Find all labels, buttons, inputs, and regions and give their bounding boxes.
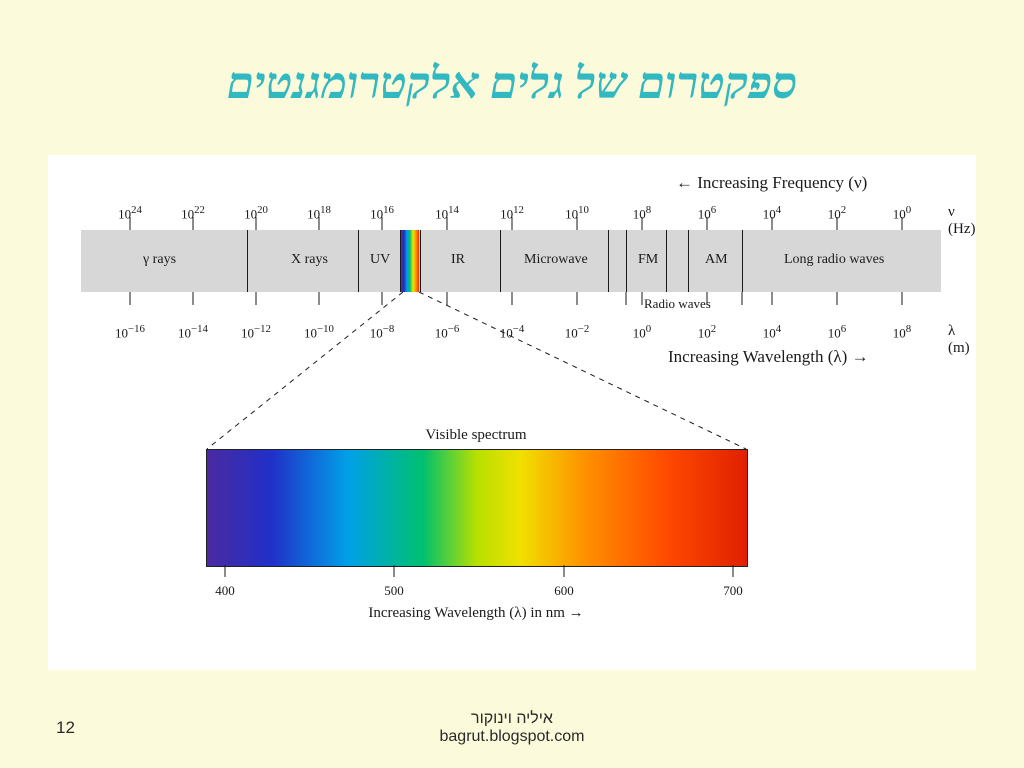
- radio-waves-sublabel: Radio waves: [644, 296, 711, 312]
- frequency-tick-label: 1024: [118, 204, 142, 222]
- wavelength-tick-label: 10−2: [565, 323, 590, 341]
- wavelength-tick-label: 10−4: [500, 323, 525, 341]
- frequency-tick-label: 1018: [307, 204, 331, 222]
- wavelength-tick-label: 102: [698, 323, 716, 341]
- increasing-frequency-label: ← Increasing Frequency (ν): [676, 173, 867, 193]
- visible-wavelength-tick: 700: [723, 583, 743, 599]
- frequency-tick-label: 1014: [435, 204, 459, 222]
- frequency-axis-unit: ν (Hz): [948, 204, 976, 238]
- visible-light-strip: [401, 230, 419, 292]
- band-label: X rays: [291, 252, 328, 268]
- frequency-tick-label: 1016: [370, 204, 394, 222]
- band-divider: [358, 230, 359, 292]
- visible-wavelength-tick: 500: [384, 583, 404, 599]
- frequency-tick-label: 100: [893, 204, 911, 222]
- footer-author: איליה וינוקור: [471, 710, 553, 727]
- frequency-tick-label: 104: [763, 204, 781, 222]
- band-divider: [420, 230, 421, 292]
- band-label: γ rays: [143, 252, 176, 268]
- em-spectrum-figure: ← Increasing Frequency (ν) ν (Hz) γ rays…: [48, 155, 976, 670]
- band-divider: [626, 230, 627, 292]
- wavelength-tick-label: 106: [828, 323, 846, 341]
- wavelength-tick-label: 10−10: [304, 323, 334, 341]
- wavelength-tick-label: 10−16: [115, 323, 145, 341]
- increasing-wavelength-label: Increasing Wavelength (λ) →: [668, 347, 869, 367]
- frequency-tick-label: 1012: [500, 204, 524, 222]
- band-label: FM: [638, 252, 658, 268]
- frequency-tick-label: 1020: [244, 204, 268, 222]
- frequency-tick-label: 108: [633, 204, 651, 222]
- wavelength-tick-label: 10−6: [435, 323, 460, 341]
- wavelength-tick-label: 10−8: [370, 323, 395, 341]
- band-label: IR: [451, 252, 465, 268]
- frequency-tick-label: 106: [698, 204, 716, 222]
- visible-spectrum-title: Visible spectrum: [425, 427, 526, 444]
- visible-wavelength-tick: 400: [215, 583, 235, 599]
- band-label: UV: [370, 252, 390, 268]
- em-spectrum-bar: γ rays X rays UV IR Microwave FM AM Long radio …: [81, 230, 941, 292]
- band-label: Long radio waves: [784, 252, 884, 268]
- frequency-tick-label: 1010: [565, 204, 589, 222]
- visible-wavelength-axis-label: Increasing Wavelength (λ) in nm →: [368, 605, 583, 622]
- slide: ספקטרום של גלים אלקטרומגנטים ← Increasin…: [0, 0, 1024, 768]
- wavelength-tick-label: 104: [763, 323, 781, 341]
- band-divider: [688, 230, 689, 292]
- visible-spectrum-bar: [206, 449, 748, 567]
- wavelength-tick-label: 10−12: [241, 323, 271, 341]
- band-divider: [500, 230, 501, 292]
- frequency-tick-label: 102: [828, 204, 846, 222]
- wavelength-tick-label: 100: [633, 323, 651, 341]
- band-label: Microwave: [524, 252, 588, 268]
- wavelength-tick-label: 108: [893, 323, 911, 341]
- footer-url: bagrut.blogspot.com: [0, 728, 1024, 746]
- visible-wavelength-tick: 600: [554, 583, 574, 599]
- band-divider: [400, 230, 401, 292]
- wavelength-axis-unit: λ (m): [948, 323, 976, 357]
- band-divider: [666, 230, 667, 292]
- wavelength-tick-label: 10−14: [178, 323, 208, 341]
- slide-title: ספקטרום של גלים אלקטרומגנטים: [0, 58, 1024, 109]
- band-label: AM: [705, 252, 728, 268]
- band-divider: [247, 230, 248, 292]
- slide-footer: איליה וינוקור bagrut.blogspot.com: [0, 710, 1024, 746]
- band-divider: [742, 230, 743, 292]
- band-divider: [608, 230, 609, 292]
- frequency-tick-label: 1022: [181, 204, 205, 222]
